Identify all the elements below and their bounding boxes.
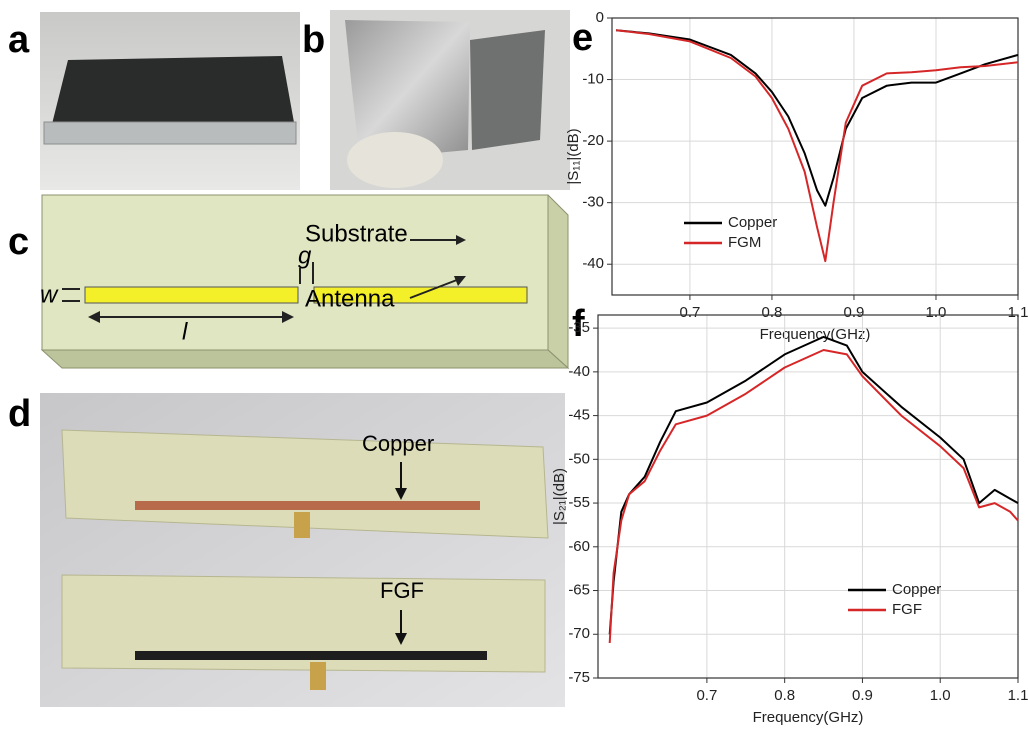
y-tick-label: -60: [568, 538, 590, 555]
panel-label: d: [8, 393, 31, 435]
length-label: l: [182, 318, 188, 345]
series-line: [608, 349, 1019, 644]
connector: [310, 662, 326, 690]
fgf-strip: [135, 651, 487, 660]
graphene-sheet: [50, 56, 295, 132]
board: [61, 429, 549, 539]
connector: [294, 512, 310, 538]
arrowhead: [454, 276, 466, 286]
gloved-hand: [347, 132, 443, 188]
arrowhead: [395, 633, 407, 645]
x-tick-label: 0.9: [844, 304, 865, 321]
y-tick-label: 0: [596, 9, 604, 26]
y-tick-label: -10: [582, 71, 604, 88]
x-tick-label: 1.0: [930, 687, 951, 704]
y-axis-label: |S₂₁|(dB): [551, 468, 568, 525]
legend-label: Copper: [728, 214, 777, 231]
x-axis-label: Frequency(GHz): [760, 326, 871, 343]
y-tick-label: -55: [568, 494, 590, 511]
series-line: [616, 29, 1019, 207]
x-tick-label: 0.7: [679, 304, 700, 321]
plot-frame: [611, 17, 1019, 296]
sheet-fold: [470, 30, 545, 150]
copper-label: Copper: [362, 431, 434, 456]
x-axis-label: Frequency(GHz): [753, 709, 864, 726]
substrate-bottom: [40, 349, 570, 369]
panel-label: a: [8, 19, 30, 61]
fgf-label: FGF: [380, 578, 424, 603]
series-line: [615, 29, 1019, 263]
x-tick-label: 1.1: [1008, 687, 1028, 704]
y-axis-label: |S₁₁|(dB): [565, 128, 582, 184]
panel-label: f: [572, 303, 585, 345]
y-tick-label: -65: [568, 581, 590, 598]
arrowhead: [456, 235, 466, 245]
y-tick-label: -35: [568, 319, 590, 336]
ruler: [43, 121, 297, 145]
x-tick-label: 0.8: [762, 304, 783, 321]
copper-strip: [135, 501, 480, 510]
gap-label: g: [298, 242, 312, 269]
arrowhead: [395, 488, 407, 500]
x-tick-label: 0.7: [696, 687, 717, 704]
y-tick-label: -45: [568, 407, 590, 424]
panel-label: c: [8, 221, 29, 263]
legend-label: Copper: [892, 581, 941, 598]
x-tick-label: 1.1: [1008, 304, 1028, 321]
legend-label: FGF: [892, 601, 922, 618]
photo-a: [40, 12, 300, 190]
width-label: w: [40, 281, 59, 308]
flexible-sheet: [345, 20, 470, 160]
x-tick-label: 1.0: [926, 304, 947, 321]
y-tick-label: -20: [582, 132, 604, 149]
arrow: [409, 277, 463, 299]
plot-frame: [597, 314, 1019, 679]
y-tick-label: -75: [568, 669, 590, 686]
y-tick-label: -40: [582, 255, 604, 272]
x-tick-label: 0.9: [852, 687, 873, 704]
panel-label: e: [572, 17, 593, 59]
series-line: [608, 335, 1019, 635]
y-tick-label: -50: [568, 450, 590, 467]
y-tick-label: -70: [568, 625, 590, 642]
antenna-label: Antenna: [305, 285, 395, 312]
photo-b: [330, 10, 570, 190]
y-tick-label: -30: [582, 194, 604, 211]
arrowhead: [88, 311, 100, 323]
arrowhead: [282, 311, 294, 323]
board: [61, 574, 546, 673]
panel-label: b: [302, 19, 325, 61]
diagram-c: Substrate g w l Antenna: [40, 194, 570, 370]
legend-label: FGM: [728, 234, 761, 251]
substrate-face: [41, 194, 549, 351]
x-tick-label: 0.8: [774, 687, 795, 704]
y-tick-label: -40: [568, 363, 590, 380]
substrate-label: Substrate: [305, 220, 408, 247]
photo-d: Copper FGF: [40, 393, 565, 707]
antenna-arm: [84, 286, 299, 304]
